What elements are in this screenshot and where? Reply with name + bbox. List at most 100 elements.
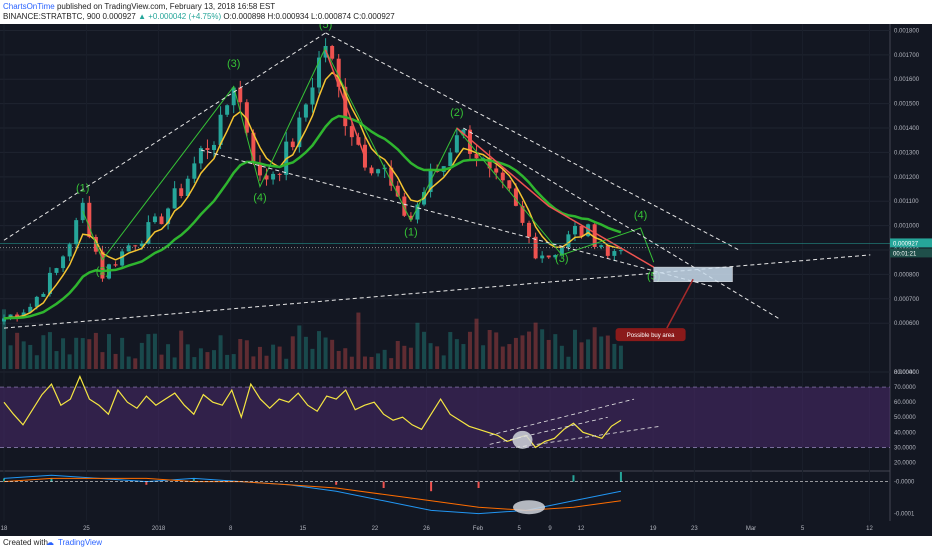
candle-body [41,293,46,297]
volume-bar [231,354,236,369]
price-tick-label: 0.001600 [894,77,920,83]
candle-body [257,163,262,176]
last-price-tag [890,238,932,248]
volume-bar [244,340,249,369]
volume-bar [415,322,420,369]
volume-bar [454,339,459,369]
volume-bar [100,352,105,369]
candle-body [133,245,138,247]
volume-bar [317,331,322,369]
candle-body [572,225,577,235]
wave-label: (1) [404,226,417,238]
volume-bar [520,335,525,369]
volume-bar [126,356,131,369]
volume-bar [159,354,164,369]
tradingview-logo-icon: ☁ [46,538,54,547]
volume-bar [172,357,177,369]
volume-bar [349,356,354,369]
time-tick-label: 12 [866,526,873,532]
volume-bar [257,346,262,369]
volume-bar [139,342,144,369]
symbol-label: BINANCE:STRATBTC, 900 [3,12,101,21]
rsi-tick-label: 30.0000 [894,445,916,451]
support-dashed [3,254,871,329]
time-tick-label: 15 [299,526,306,532]
candle-body [408,215,413,220]
volume-bar [205,352,210,369]
candle-body [559,247,564,256]
volume-bar [605,335,610,369]
volume-bar [559,345,564,369]
price-tick-label: 0.001800 [894,28,920,34]
candle-body [592,224,597,247]
candle-body [500,172,505,181]
volume-bar [500,346,505,369]
macd-tick-label: -0.0001 [894,512,915,518]
candle-body [566,234,571,248]
wave-label: (4) [634,209,647,221]
volume-bar [166,344,171,369]
rsi-band [0,387,890,448]
candle-body [605,245,610,256]
volume-bar [192,357,197,369]
volume-bar [212,350,217,369]
candle-body [28,306,33,313]
volume-bar [546,339,551,369]
chart-canvas[interactable]: 0.001800 0.001700 0.001600 0.001500 0.001400… [0,24,932,536]
candle-body [612,251,617,256]
timer-tag [890,248,932,258]
volume-bar [527,331,532,369]
volume-bar [487,329,492,369]
volume-bar [579,342,584,369]
volume-bar [435,346,440,369]
volume-bar [481,345,486,369]
time-tick-label: 12 [578,526,585,532]
time-tick-label: 22 [372,526,379,532]
rsi-tick-label: 60.0000 [894,400,916,406]
wave-label: (4) [253,192,266,204]
volume-bar [461,344,466,369]
candle-body [330,45,335,59]
volume-bar [146,334,151,369]
volume-bar [264,355,269,369]
channel-upper-dashed [325,32,740,251]
rsi-tick-label: 20.0000 [894,460,916,466]
tradingview-brand[interactable]: TradingView [58,538,103,547]
candle-body [297,117,302,148]
volume-bar [618,345,623,369]
candle-body [527,222,532,237]
volume-bar [34,355,39,369]
candle-body [395,185,400,197]
candle-body [599,245,604,247]
volume-bar [185,344,190,369]
candle-body [317,57,322,88]
volume-bar [507,344,512,369]
candle-body [244,102,249,133]
volume-bar [54,351,59,369]
price-tick-label: 0.001200 [894,175,920,181]
time-tick-label: 26 [423,526,430,532]
time-tick-label: 23 [691,526,698,532]
timer-text: 00:01:21 [893,251,917,257]
candle-body [251,132,256,164]
ohlc-values: O:0.000898 H:0.000934 L:0.000874 C:0.000… [223,12,395,21]
rsi-tick-label: 50.0000 [894,415,916,421]
candle-body [415,204,420,220]
volume-bar [428,343,433,369]
author-link[interactable]: ChartsOnTime [3,2,55,11]
corrective-wave-line [325,49,655,263]
time-tick-label: 25 [83,526,90,532]
candle-body [264,175,269,180]
volume-bar [310,348,315,369]
volume-bar [179,330,184,369]
volume-bar [362,356,367,369]
rsi-tick-label: 40.0000 [894,430,916,436]
candle-body [185,178,190,196]
red-trend-line [456,127,655,268]
price-tick-label: 0.001100 [894,199,919,205]
volume-bar [566,356,571,369]
candle-body [172,188,177,209]
wave-label: (2) [450,107,463,119]
volume-bar [572,329,577,369]
candle-body [179,188,184,196]
